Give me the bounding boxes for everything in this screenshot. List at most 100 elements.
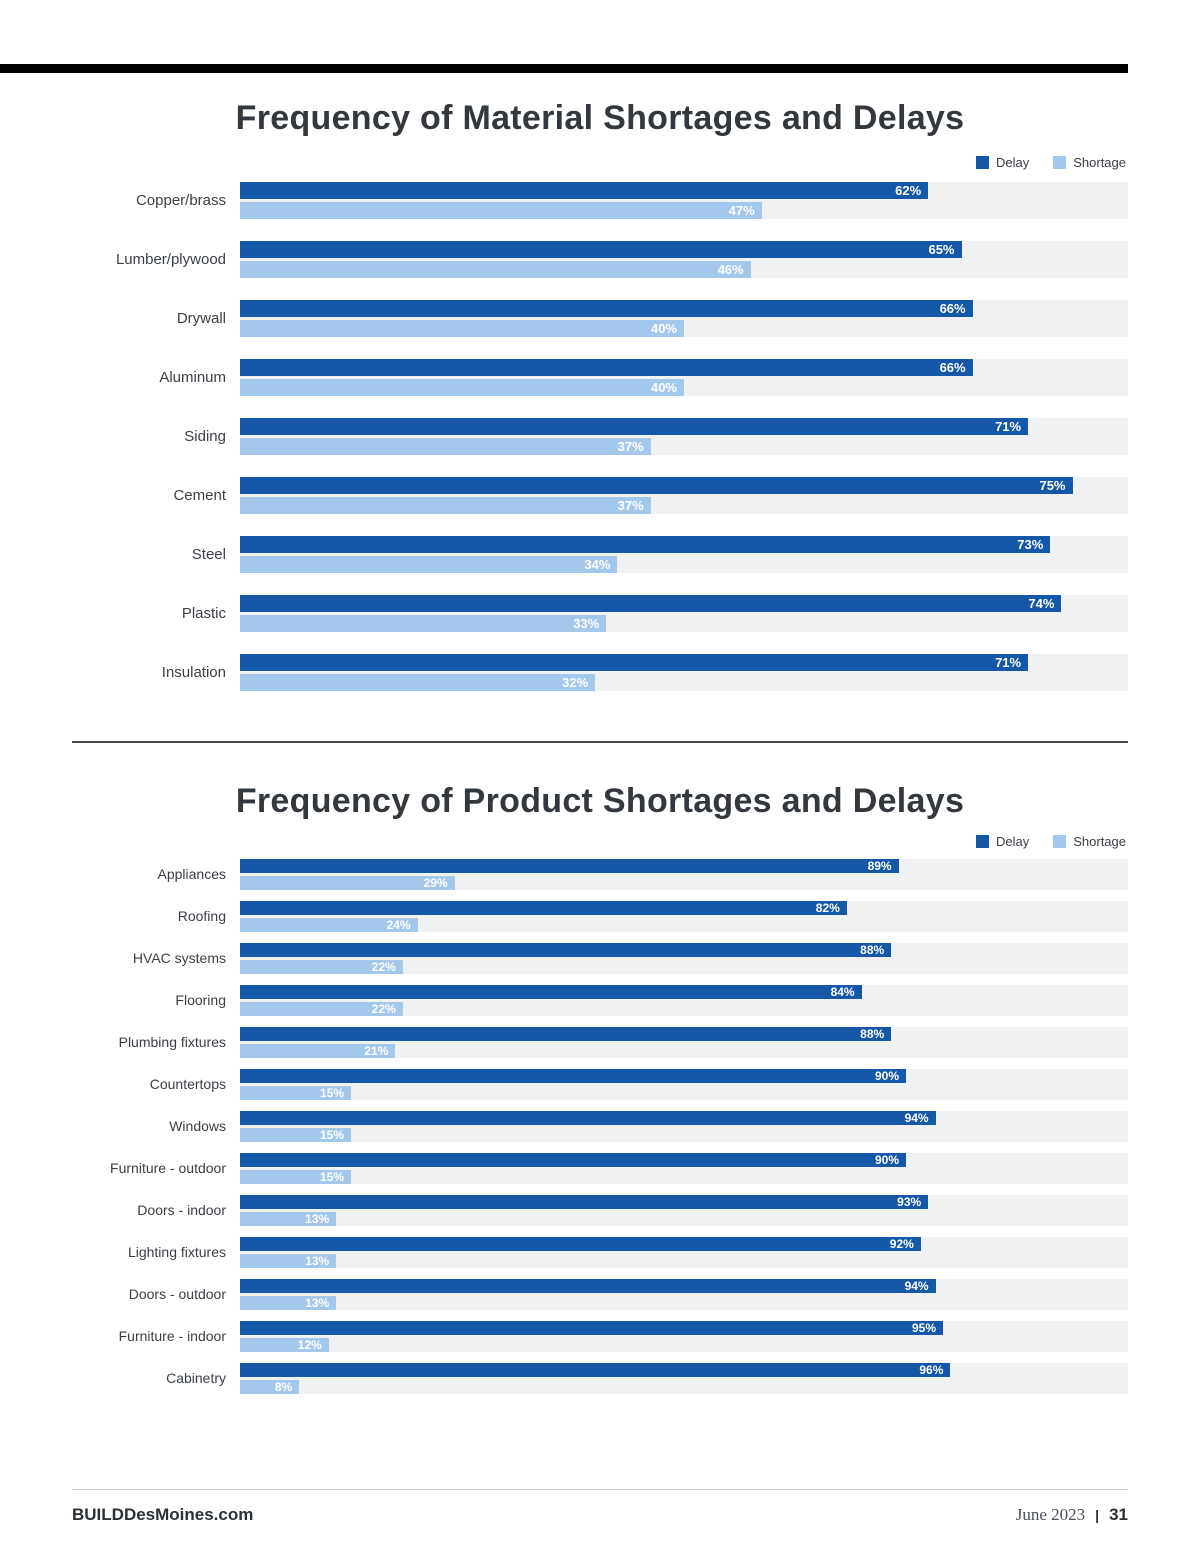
bar-pair-track: 82% 24% [240, 900, 1128, 932]
bar-pair-track: 75% 37% [240, 476, 1128, 514]
footer-separator: | [1095, 1507, 1100, 1523]
delay-bar: 66% [240, 299, 973, 317]
legend-label-delay: Delay [995, 833, 1030, 849]
category-label: Furniture - indoor [118, 1328, 226, 1345]
material-shortages-chart: Copper/brass 62% 47% Lumber/plywood 65% 46% Dr… [72, 181, 1128, 691]
delay-bar: 66% [240, 358, 973, 376]
shortage-bar: 13% [240, 1211, 337, 1226]
legend-label-shortage: Shortage [1073, 833, 1126, 849]
chart-row: Plastic 74% 33% [72, 594, 1128, 632]
delay-swatch-icon [975, 155, 989, 169]
material-chart-legend: Delay Shortage [72, 155, 1126, 170]
shortage-value-label: 8% [274, 1379, 293, 1394]
chart-row: Cement 75% 37% [72, 476, 1128, 514]
delay-value-label: 71% [995, 418, 1022, 434]
shortage-value-label: 13% [305, 1253, 330, 1268]
delay-bar: 96% [240, 1362, 951, 1377]
bar-pair-track: 92% 13% [240, 1236, 1128, 1268]
footer-date: June 2023 [1015, 1505, 1086, 1524]
delay-bar: 71% [240, 653, 1029, 671]
shortage-value-label: 24% [386, 917, 411, 932]
category-label: Drywall [176, 309, 226, 327]
delay-value-label: 90% [874, 1152, 899, 1167]
delay-swatch-icon [975, 834, 989, 848]
shortage-value-label: 37% [617, 438, 644, 454]
delay-bar: 82% [240, 900, 847, 915]
shortage-bar: 15% [240, 1085, 351, 1100]
chart-row: Flooring 84% 22% [72, 984, 1128, 1016]
delay-value-label: 94% [904, 1110, 929, 1125]
shortage-bar: 13% [240, 1295, 337, 1310]
delay-value-label: 94% [904, 1278, 929, 1293]
category-label: Furniture - outdoor [110, 1160, 226, 1177]
shortage-bar: 15% [240, 1169, 351, 1184]
shortage-bar: 40% [240, 378, 684, 396]
shortage-bar: 22% [240, 1001, 403, 1016]
bar-pair-track: 88% 22% [240, 942, 1128, 974]
shortage-value-label: 13% [305, 1295, 330, 1310]
shortage-bar: 37% [240, 496, 651, 514]
footer-page-number: 31 [1109, 1505, 1128, 1524]
delay-bar: 75% [240, 476, 1073, 494]
shortage-bar: 29% [240, 875, 455, 890]
shortage-value-label: 22% [371, 1001, 396, 1016]
bar-pair-track: 90% 15% [240, 1152, 1128, 1184]
delay-value-label: 93% [897, 1194, 922, 1209]
bar-pair-track: 94% 15% [240, 1110, 1128, 1142]
bar-pair-track: 66% 40% [240, 299, 1128, 337]
bar-pair-track: 96% 8% [240, 1362, 1128, 1394]
shortage-bar: 12% [240, 1337, 329, 1352]
category-label: Countertops [149, 1076, 226, 1093]
delay-value-label: 92% [889, 1236, 914, 1251]
legend-item-delay: Delay [975, 833, 1030, 849]
shortage-bar: 47% [240, 201, 762, 219]
legend-item-shortage: Shortage [1053, 155, 1126, 170]
delay-value-label: 84% [830, 984, 855, 999]
shortage-bar: 15% [240, 1127, 351, 1142]
shortage-value-label: 15% [319, 1169, 344, 1184]
delay-bar: 94% [240, 1110, 936, 1125]
category-label: Lighting fixtures [127, 1244, 226, 1261]
shortage-bar: 21% [240, 1043, 396, 1058]
delay-value-label: 73% [1017, 536, 1044, 552]
delay-value-label: 90% [874, 1068, 899, 1083]
chart-row: Siding 71% 37% [72, 417, 1128, 455]
bar-pair-track: 94% 13% [240, 1278, 1128, 1310]
top-rule [0, 64, 1128, 73]
shortage-value-label: 46% [717, 261, 744, 277]
category-label: Aluminum [159, 368, 226, 386]
category-label: Roofing [177, 908, 226, 925]
legend-item-delay: Delay [975, 155, 1029, 170]
delay-bar: 71% [240, 417, 1029, 435]
delay-bar: 74% [240, 594, 1062, 612]
bar-pair-track: 88% 21% [240, 1026, 1128, 1058]
category-label: Windows [169, 1118, 226, 1135]
delay-bar: 73% [240, 535, 1051, 553]
delay-bar: 88% [240, 942, 892, 957]
category-label: Insulation [161, 663, 226, 681]
shortage-bar: 32% [240, 673, 596, 691]
shortage-value-label: 21% [364, 1043, 389, 1058]
delay-value-label: 89% [867, 858, 892, 873]
category-label: Doors - outdoor [128, 1286, 226, 1303]
chart-row: Furniture - indoor 95% 12% [72, 1320, 1128, 1352]
bar-pair-track: 74% 33% [240, 594, 1128, 632]
legend-label-shortage: Shortage [1073, 154, 1126, 170]
chart-row: HVAC systems 88% 22% [72, 942, 1128, 974]
delay-bar: 92% [240, 1236, 921, 1251]
bar-pair-track: 71% 37% [240, 417, 1128, 455]
product-chart-legend: Delay Shortage [72, 834, 1126, 849]
shortage-value-label: 47% [728, 202, 755, 218]
delay-value-label: 62% [895, 182, 922, 198]
chart-row: Insulation 71% 32% [72, 653, 1128, 691]
chart-row: Lighting fixtures 92% 13% [72, 1236, 1128, 1268]
chart-row: Plumbing fixtures 88% 21% [72, 1026, 1128, 1058]
category-label: Appliances [157, 866, 227, 883]
delay-value-label: 66% [939, 300, 966, 316]
delay-bar: 90% [240, 1068, 906, 1083]
material-chart-title: Frequency of Material Shortages and Dela… [235, 99, 965, 137]
delay-bar: 65% [240, 240, 962, 258]
shortage-value-label: 37% [617, 497, 644, 513]
delay-value-label: 88% [860, 942, 885, 957]
shortage-bar: 40% [240, 319, 684, 337]
